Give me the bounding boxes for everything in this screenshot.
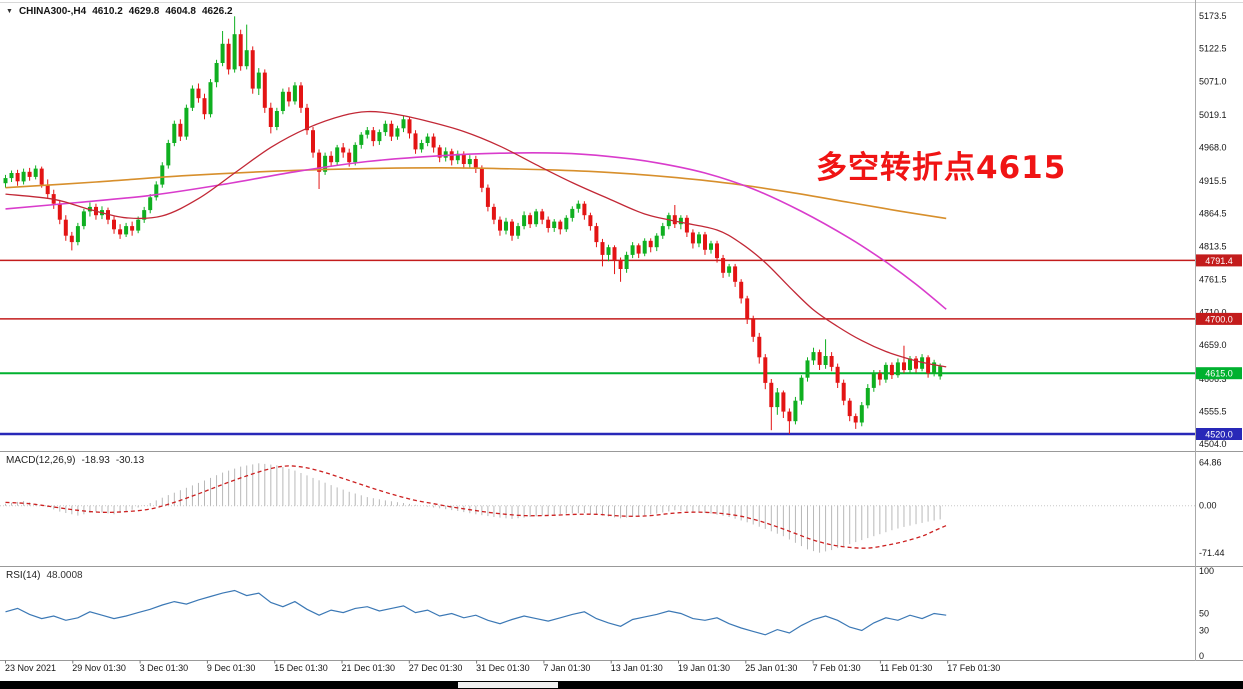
main-chart-area[interactable]	[0, 0, 1195, 451]
svg-text:4615.0: 4615.0	[1205, 369, 1233, 379]
svg-text:0.00: 0.00	[1199, 501, 1217, 511]
rsi-name: RSI(14)	[6, 570, 41, 581]
price-scale-labels: 5173.5 5122.5 5071.0 5019.1 4968.0 4915.5 4864…	[1199, 11, 1227, 449]
svg-text:4520.0: 4520.0	[1205, 430, 1233, 440]
svg-text:-71.44: -71.44	[1199, 548, 1225, 558]
macd-graphics: 64.86 0.00 -71.44	[0, 458, 1225, 558]
rsi-indicator-label: RSI(14) 48.0008	[6, 570, 83, 581]
time-axis-label: 7 Jan 01:30	[543, 663, 591, 673]
macd-value-signal: -30.13	[115, 455, 145, 466]
time-axis-label: 23 Nov 2021	[5, 663, 57, 673]
svg-text:50: 50	[1199, 609, 1209, 619]
svg-text:4555.5: 4555.5	[1199, 406, 1227, 416]
macd-indicator-label: MACD(12,26,9) -18.93 -30.13	[6, 455, 144, 466]
time-axis-label: 31 Dec 01:30	[476, 663, 530, 673]
svg-text:100: 100	[1199, 566, 1214, 576]
svg-text:4791.4: 4791.4	[1205, 256, 1233, 266]
time-axis-label: 17 Feb 01:30	[947, 663, 1001, 673]
time-axis-label: 15 Dec 01:30	[274, 663, 328, 673]
svg-text:4915.5: 4915.5	[1199, 176, 1227, 186]
svg-text:0: 0	[1199, 651, 1204, 661]
time-axis-label: 21 Dec 01:30	[341, 663, 396, 673]
macd-signal-line	[5, 465, 947, 549]
taskbar	[0, 681, 1243, 689]
svg-text:5122.5: 5122.5	[1199, 44, 1227, 54]
rsi-value: 48.0008	[46, 570, 83, 581]
ohlc-open: 4610.2	[92, 6, 123, 17]
svg-text:4813.5: 4813.5	[1199, 241, 1227, 251]
svg-text:5173.5: 5173.5	[1199, 11, 1227, 21]
time-axis-label: 29 Nov 01:30	[72, 663, 126, 673]
rsi-line	[5, 589, 947, 636]
price-tags: 4791.4 4700.0 4615.0 4520.0	[1196, 254, 1242, 440]
ma-lines	[5, 110, 947, 368]
macd-name: MACD(12,26,9)	[6, 455, 76, 466]
time-axis-label: 13 Jan 01:30	[610, 663, 663, 673]
time-axis-label: 11 Feb 01:30	[879, 663, 933, 673]
chart-annotation: 多空转折点4615	[816, 150, 1067, 186]
svg-text:4700.0: 4700.0	[1205, 314, 1233, 324]
price-scale[interactable]	[1195, 0, 1243, 661]
time-axis-label: 9 Dec 01:30	[206, 663, 256, 673]
svg-text:30: 30	[1199, 626, 1209, 636]
taskbar-item[interactable]	[458, 682, 558, 688]
svg-text:5071.0: 5071.0	[1199, 77, 1227, 87]
macd-panel-area[interactable]	[0, 452, 1195, 566]
time-axis: 23 Nov 2021 29 Nov 01:30 3 Dec 01:30 9 Dec …	[0, 663, 1243, 679]
svg-text:4761.5: 4761.5	[1199, 275, 1227, 285]
time-axis-label: 25 Jan 01:30	[745, 663, 798, 673]
symbol-info: ▼ CHINA300-,H4 4610.2 4629.8 4604.8 4626…	[6, 6, 233, 17]
svg-text:5019.1: 5019.1	[1199, 110, 1227, 120]
time-axis-label: 7 Feb 01:30	[812, 663, 861, 673]
svg-text:4968.0: 4968.0	[1199, 142, 1227, 152]
svg-text:4864.5: 4864.5	[1199, 209, 1227, 219]
time-axis-label: 3 Dec 01:30	[139, 663, 189, 673]
time-axis-label: 27 Dec 01:30	[408, 663, 463, 673]
ma-mid-magenta	[5, 152, 947, 310]
ohlc-high: 4629.8	[128, 6, 160, 17]
svg-text:4710.0: 4710.0	[1199, 307, 1227, 317]
ohlc-low: 4604.8	[165, 6, 196, 17]
rsi-panel-area[interactable]	[0, 567, 1195, 660]
symbol-name: CHINA300-,H4	[18, 6, 87, 17]
rsi-graphics: 100 50 30 0	[5, 566, 1214, 661]
svg-text:64.86: 64.86	[1199, 458, 1222, 468]
svg-text:4659.0: 4659.0	[1199, 340, 1227, 350]
candles-layer	[3, 16, 943, 434]
ma-slow-orange	[5, 167, 947, 220]
time-axis-label: 19 Jan 01:30	[678, 663, 731, 673]
level-lines	[0, 259, 1195, 436]
ohlc-close: 4626.2	[201, 6, 233, 17]
collapse-arrow-icon[interactable]: ▼	[6, 7, 13, 15]
svg-text:4504.0: 4504.0	[1199, 439, 1227, 449]
panel-dividers	[0, 0, 1243, 664]
macd-value-main: -18.93	[81, 455, 110, 466]
ma-fast-red	[5, 110, 947, 368]
